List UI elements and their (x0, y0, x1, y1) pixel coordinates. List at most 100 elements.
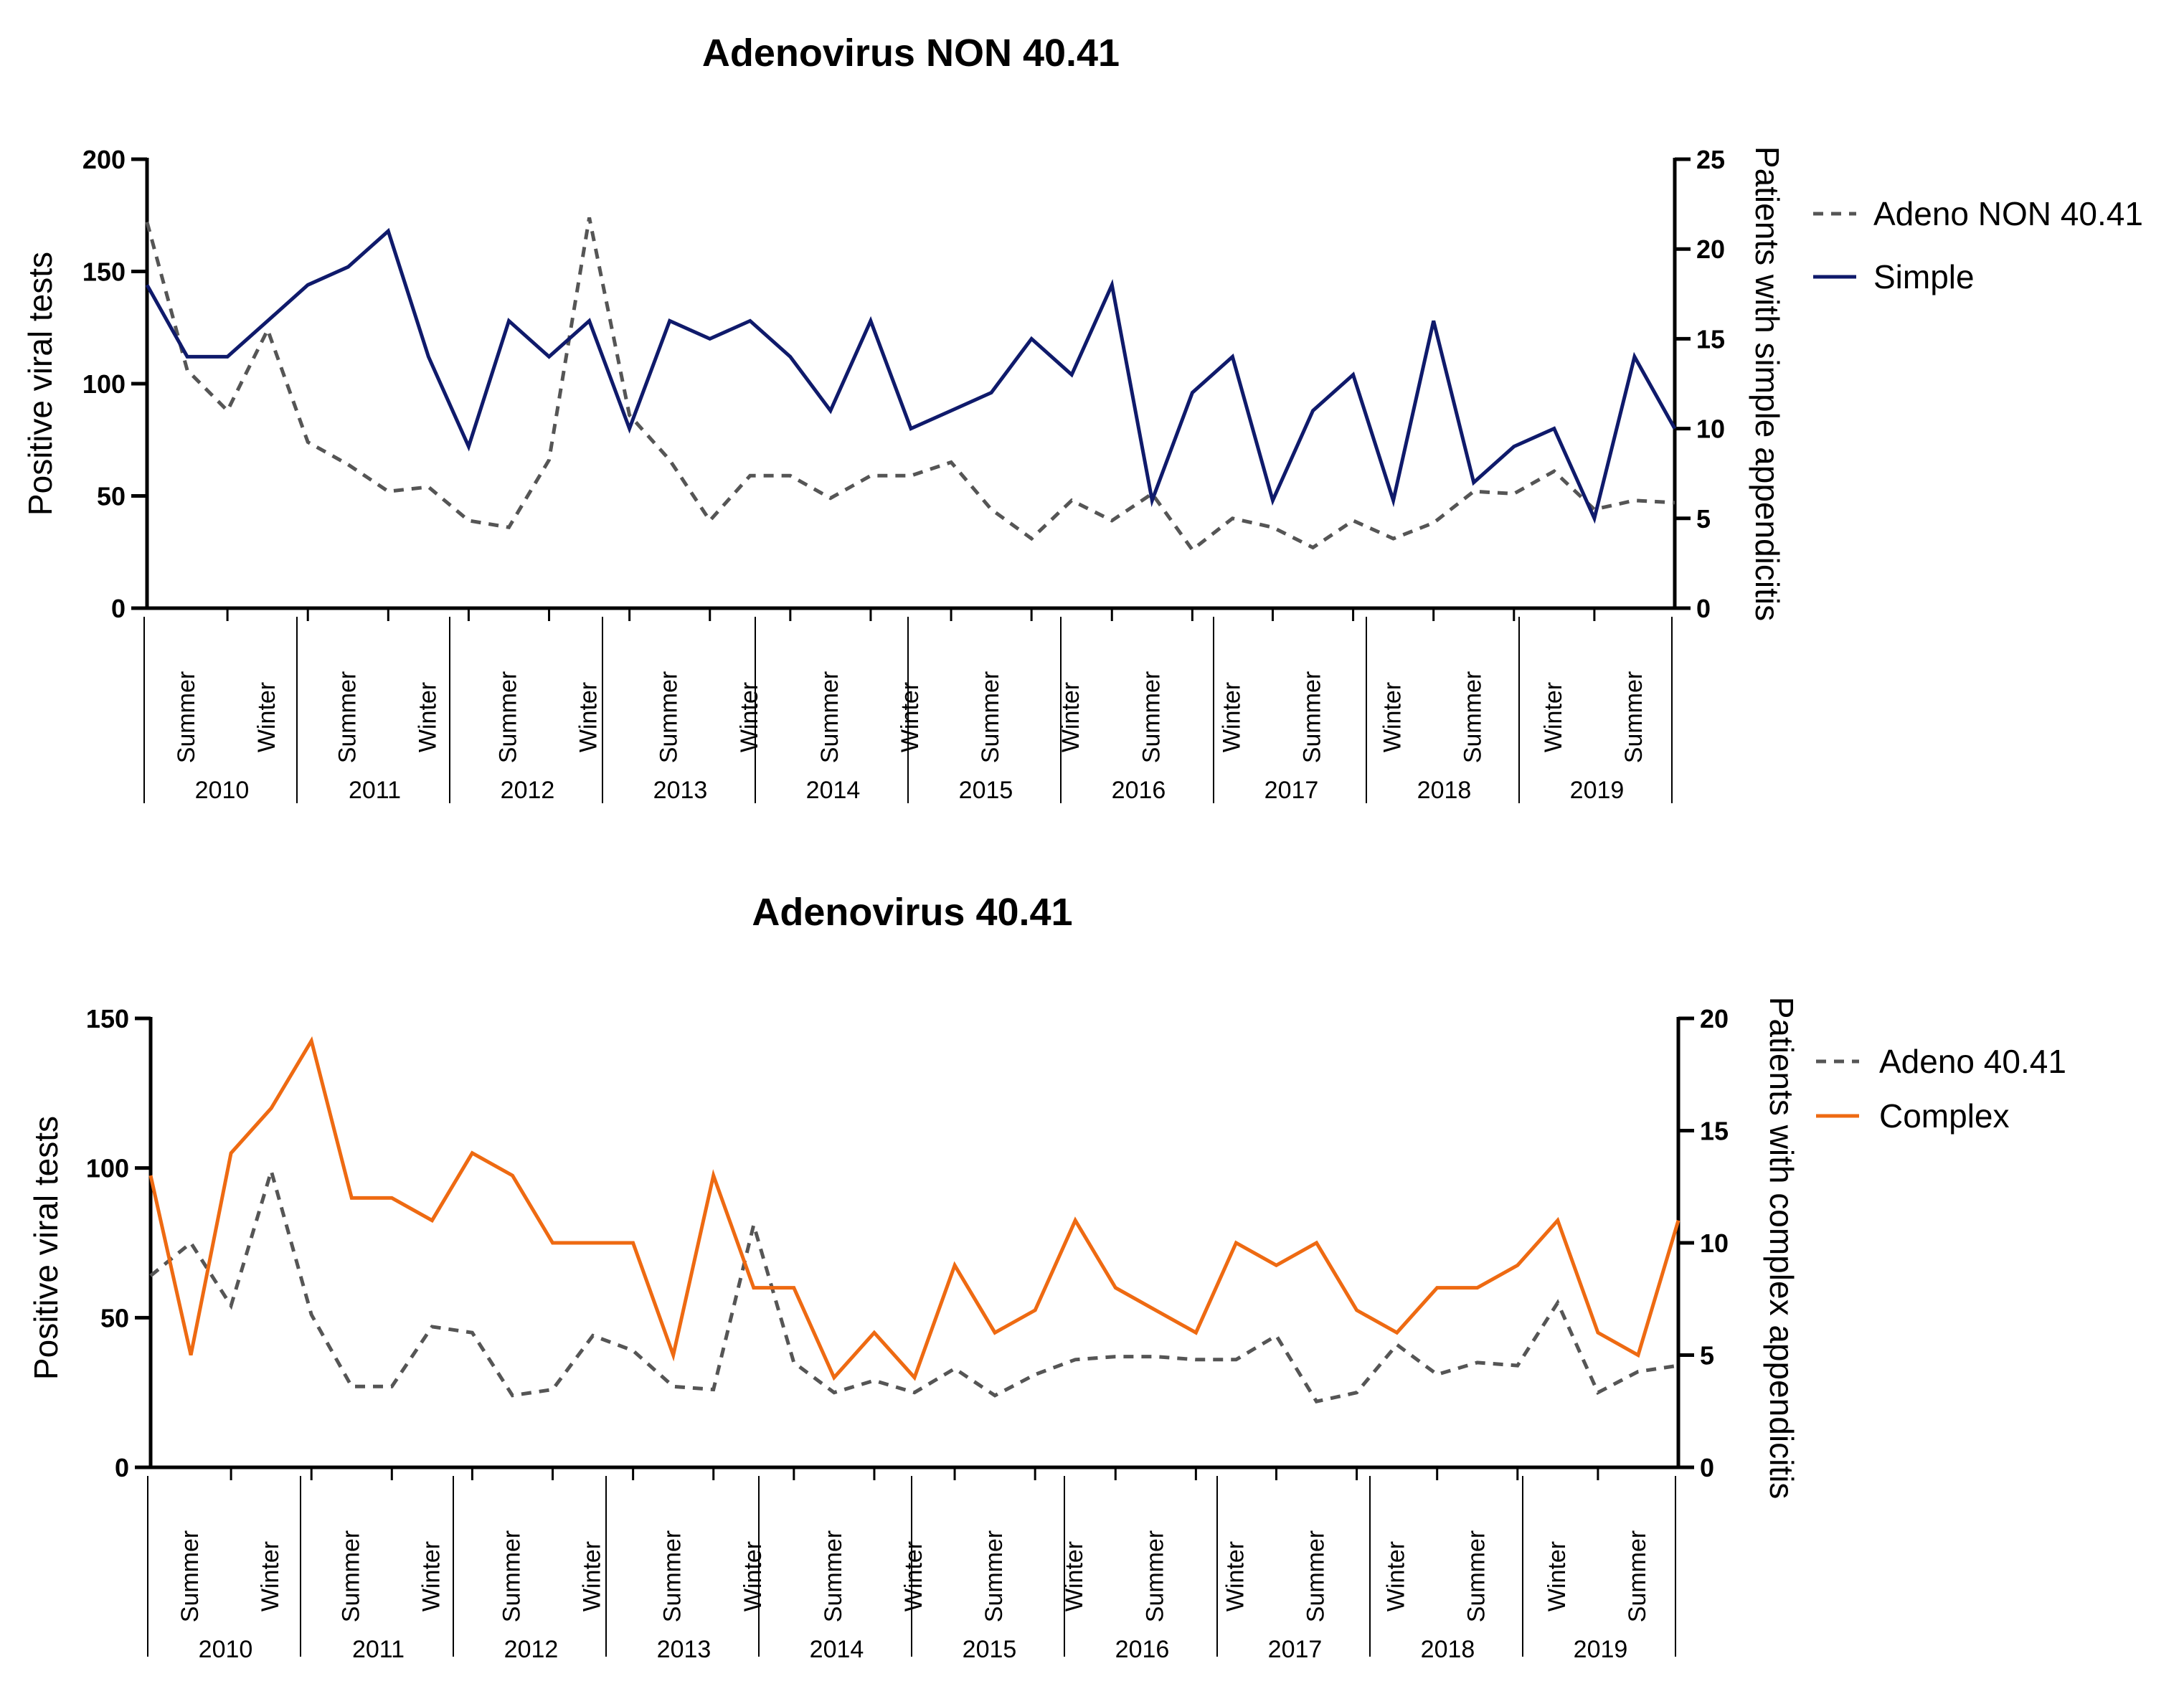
left-y-tick-label: 50 (100, 1303, 129, 1333)
x-season-label: Summer (1303, 1530, 1330, 1622)
legend-label-adeno-40-41: Adeno 40.41 (1879, 1043, 2066, 1080)
left-y-tick-label: 50 (97, 482, 126, 511)
left-y-tick-label: 0 (115, 1453, 129, 1482)
x-year-label: 2014 (810, 1636, 864, 1663)
x-season-label: Summer (816, 671, 843, 763)
plot-area (145, 217, 1677, 553)
x-season-label: Winter (897, 682, 924, 752)
x-year-label: 2016 (1115, 1636, 1170, 1663)
x-season-label: Summer (820, 1530, 847, 1622)
right-y-tick-label: 20 (1696, 235, 1725, 264)
plot-area (148, 1036, 1680, 1404)
x-season-label: Winter (900, 1541, 927, 1611)
axes: 0 50 100 150 0 5 10 15 20 Summer Winter Summer Winte… (86, 1004, 1729, 1663)
x-season-label: Summer (659, 1530, 686, 1622)
x-season-label: Winter (579, 1541, 606, 1611)
x-season-label: Winter (253, 682, 280, 752)
x-season-label: Summer (656, 671, 683, 763)
x-season-label: Summer (977, 671, 1004, 763)
x-year-label: 2012 (501, 777, 555, 804)
right-y-tick-label: 20 (1700, 1004, 1729, 1033)
x-season-label: Summer (494, 671, 521, 763)
chart-title: Adenovirus 40.41 (752, 891, 1072, 934)
x-season-label: Summer (173, 671, 200, 763)
x-season-label: Winter (1383, 1541, 1410, 1611)
x-season-label: Winter (1057, 682, 1084, 752)
x-season-label: Summer (1141, 1530, 1168, 1622)
x-season-label: Winter (1379, 682, 1407, 752)
chart-title: Adenovirus NON 40.41 (702, 32, 1120, 75)
legend: Adeno 40.41 Complex (1816, 1043, 2066, 1135)
x-year-label: 2019 (1574, 1636, 1628, 1663)
right-y-tick-label: 15 (1696, 324, 1725, 354)
x-season-label: Winter (1061, 1541, 1088, 1611)
series-adeno-40-41-line (149, 1164, 1679, 1404)
left-y-tick-label: 100 (82, 369, 126, 399)
left-y-tick-label: 0 (111, 594, 126, 623)
x-year-label: 2015 (963, 1636, 1017, 1663)
series-simple-line (145, 227, 1677, 524)
right-y-tick-label: 5 (1696, 504, 1711, 534)
x-season-label: Winter (575, 682, 602, 752)
series-adeno-non-40-41-line (145, 217, 1675, 553)
x-season-label: Summer (334, 671, 361, 763)
x-season-label: Summer (1624, 1530, 1651, 1622)
right-y-axis-label: Patients with simple appendicitis (1749, 146, 1786, 621)
left-y-axis-label: Positive viral tests (22, 252, 59, 516)
x-season-label: Summer (1299, 671, 1326, 763)
x-season-label: Winter (417, 1541, 445, 1611)
left-y-axis-label: Positive viral tests (27, 1116, 65, 1380)
x-year-label: 2017 (1268, 1636, 1323, 1663)
right-y-tick-label: 0 (1700, 1453, 1714, 1482)
x-season-label: Summer (176, 1530, 204, 1622)
x-season-label: Winter (1540, 682, 1567, 752)
x-season-label: Summer (337, 1530, 364, 1622)
x-year-label: 2018 (1421, 1636, 1475, 1663)
legend-label-adeno-non-40-41: Adeno NON 40.41 (1873, 195, 2143, 232)
x-season-label: Summer (498, 1530, 525, 1622)
x-year-label: 2018 (1417, 777, 1472, 804)
x-season-label: Winter (739, 1541, 767, 1611)
x-year-label: 2014 (806, 777, 861, 804)
x-year-label: 2016 (1112, 777, 1166, 804)
x-season-label: Summer (980, 1530, 1008, 1622)
right-y-axis-label: Patients with complex appendicitis (1763, 997, 1800, 1500)
x-year-label: 2019 (1570, 777, 1625, 804)
axes: 0 50 100 150 200 0 5 10 15 20 25 Summer Winter Summer… (82, 145, 1725, 804)
x-season-label: Summer (1620, 671, 1648, 763)
left-y-tick-label: 150 (82, 257, 126, 287)
x-year-label: 2010 (195, 777, 250, 804)
x-season-label: Summer (1138, 671, 1165, 763)
x-season-label: Winter (1218, 682, 1245, 752)
x-year-label: 2011 (349, 777, 401, 804)
legend-label-complex: Complex (1879, 1097, 2010, 1135)
x-season-label: Summer (1460, 671, 1487, 763)
x-season-label: Summer (1463, 1530, 1490, 1622)
x-season-label: Winter (736, 682, 763, 752)
x-year-label: 2017 (1264, 777, 1319, 804)
right-y-tick-label: 0 (1696, 594, 1711, 623)
x-season-label: Winter (257, 1541, 284, 1611)
left-y-tick-label: 150 (86, 1004, 129, 1033)
x-year-label: 2012 (504, 1636, 559, 1663)
right-y-tick-label: 10 (1696, 415, 1725, 444)
x-year-label: 2013 (657, 1636, 712, 1663)
x-year-label: 2013 (653, 777, 708, 804)
x-season-label: Winter (414, 682, 441, 752)
x-season-label: Winter (1544, 1541, 1571, 1611)
right-y-tick-label: 5 (1700, 1341, 1714, 1371)
right-y-tick-label: 25 (1696, 145, 1725, 174)
series-complex-line (148, 1036, 1680, 1381)
right-y-tick-label: 15 (1700, 1117, 1729, 1146)
x-year-label: 2015 (959, 777, 1013, 804)
left-y-tick-label: 200 (82, 145, 126, 174)
right-y-tick-label: 10 (1700, 1229, 1729, 1258)
panel-adenovirus-non-40-41: Adenovirus NON 40.41 Positive viral test… (22, 32, 2143, 804)
panel-adenovirus-40-41: Adenovirus 40.41 Positive viral tests Pa… (27, 891, 2066, 1663)
left-y-tick-label: 100 (86, 1154, 129, 1183)
x-season-label: Winter (1221, 1541, 1249, 1611)
x-year-label: 2010 (199, 1636, 253, 1663)
legend: Adeno NON 40.41 Simple (1813, 195, 2143, 295)
legend-label-simple: Simple (1873, 258, 1975, 295)
